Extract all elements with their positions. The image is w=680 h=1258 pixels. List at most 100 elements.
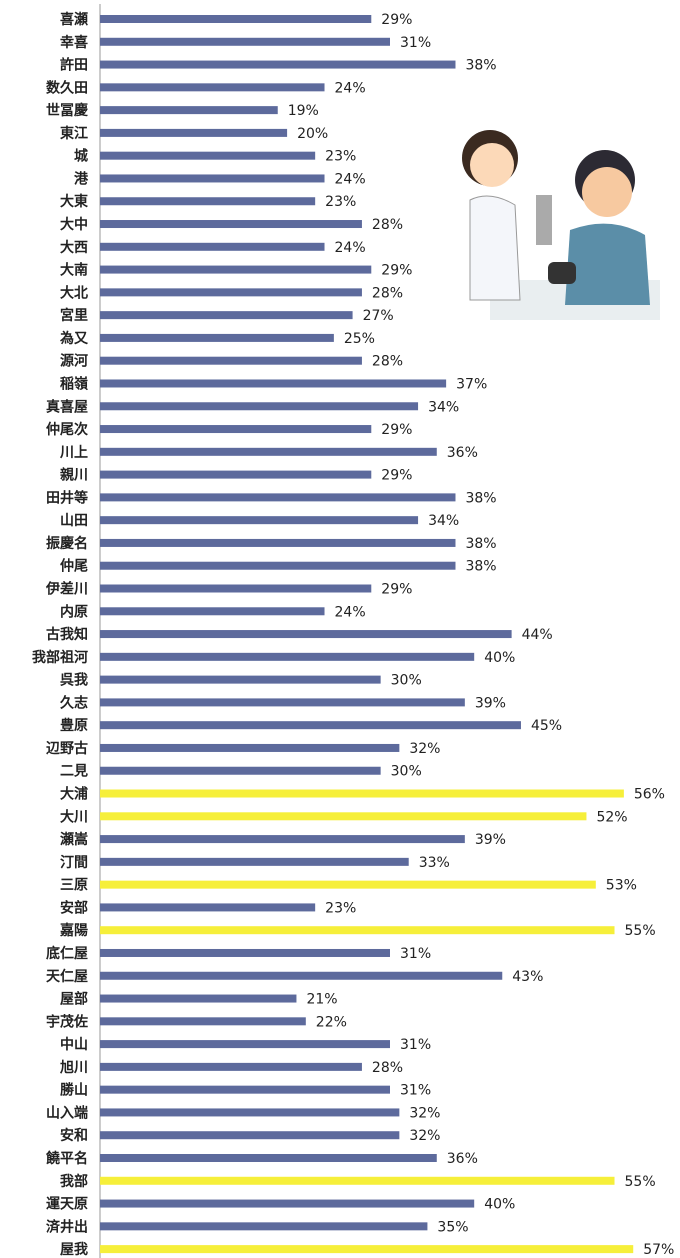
value-label: 20% (297, 126, 328, 142)
value-label: 36% (447, 445, 478, 461)
bar (100, 653, 474, 661)
value-label: 28% (372, 217, 403, 233)
bar (100, 493, 455, 501)
bar (100, 903, 315, 911)
value-label: 40% (484, 650, 515, 666)
cuff (548, 262, 576, 284)
bar (100, 129, 287, 137)
category-label: 数久田 (46, 79, 88, 96)
value-label: 38% (465, 559, 496, 575)
value-label: 25% (344, 331, 375, 347)
value-label: 38% (465, 58, 496, 74)
value-label: 32% (409, 1128, 440, 1144)
bar (100, 174, 325, 182)
bar (100, 607, 325, 615)
bar (100, 471, 371, 479)
category-label: 東江 (60, 125, 88, 142)
category-label: 幸喜 (60, 34, 88, 51)
bar (100, 1017, 306, 1025)
category-label: 大西 (60, 239, 88, 256)
bar (100, 949, 390, 957)
bar (100, 448, 437, 456)
bar (100, 721, 521, 729)
bar (100, 562, 455, 570)
bar (100, 1245, 633, 1253)
value-label: 29% (381, 263, 412, 279)
bar (100, 83, 325, 91)
category-label: 汀間 (60, 854, 88, 871)
chart: 喜瀬29%幸喜31%許田38%数久田24%世冨慶19%東江20%城23%港24%… (0, 0, 680, 1258)
nurse-face (470, 143, 514, 187)
value-label: 34% (428, 513, 459, 529)
category-label: 底仁屋 (46, 945, 88, 962)
bar (100, 630, 512, 638)
bar (100, 1063, 362, 1071)
bar (100, 698, 465, 706)
bar (100, 1040, 390, 1048)
patient-face (582, 167, 632, 217)
value-label: 24% (335, 604, 366, 620)
bar (100, 767, 381, 775)
category-label: 山入端 (46, 1104, 88, 1121)
bar (100, 1086, 390, 1094)
value-label: 57% (643, 1242, 674, 1258)
category-label: 振慶名 (46, 535, 88, 552)
category-label: 辺野古 (46, 740, 88, 757)
category-label: 旭川 (59, 1059, 88, 1076)
value-label: 30% (391, 764, 422, 780)
category-label: 饒平名 (46, 1150, 88, 1167)
category-label: 伊差川 (45, 581, 88, 598)
bar (100, 106, 278, 114)
category-label: 大浦 (60, 786, 88, 803)
bar (100, 311, 353, 319)
category-label: 港 (74, 170, 89, 187)
category-label: 久志 (59, 694, 88, 711)
category-label: 内原 (60, 603, 88, 620)
value-label: 21% (306, 992, 337, 1008)
bar (100, 1177, 615, 1185)
bar (100, 334, 334, 342)
value-label: 36% (447, 1151, 478, 1167)
value-label: 24% (335, 80, 366, 96)
bar (100, 539, 455, 547)
value-label: 24% (335, 171, 366, 187)
bar (100, 790, 624, 798)
category-label: 運天原 (46, 1197, 88, 1213)
value-label: 55% (625, 1174, 656, 1190)
value-label: 29% (381, 12, 412, 28)
category-label: 川上 (59, 445, 88, 461)
category-label: 山田 (60, 513, 88, 529)
value-label: 23% (325, 149, 356, 165)
category-label: 二見 (60, 764, 88, 780)
value-label: 30% (391, 673, 422, 689)
value-label: 56% (634, 787, 665, 803)
bar (100, 15, 371, 23)
value-label: 31% (400, 1083, 431, 1099)
category-label: 我部祖河 (32, 649, 88, 666)
value-label: 52% (596, 809, 627, 825)
bar (100, 516, 418, 524)
category-label: 田井等 (46, 489, 88, 506)
bar (100, 243, 325, 251)
value-label: 38% (465, 536, 496, 552)
value-label: 45% (531, 718, 562, 734)
value-label: 28% (372, 354, 403, 370)
value-label: 32% (409, 741, 440, 757)
value-label: 43% (512, 969, 543, 985)
value-label: 34% (428, 399, 459, 415)
category-label: 許田 (60, 57, 88, 74)
monitor (536, 195, 552, 245)
value-label: 27% (363, 308, 394, 324)
category-label: 天仁屋 (46, 968, 88, 985)
category-label: 嘉陽 (59, 922, 88, 939)
category-label: 古我知 (46, 626, 88, 643)
value-label: 22% (316, 1014, 347, 1030)
category-label: 中山 (60, 1036, 88, 1053)
category-label: 喜瀬 (60, 11, 88, 28)
bar (100, 38, 390, 46)
bar (100, 152, 315, 160)
bar (100, 197, 315, 205)
bar (100, 881, 596, 889)
category-label: 大北 (60, 284, 88, 301)
bar (100, 812, 586, 820)
